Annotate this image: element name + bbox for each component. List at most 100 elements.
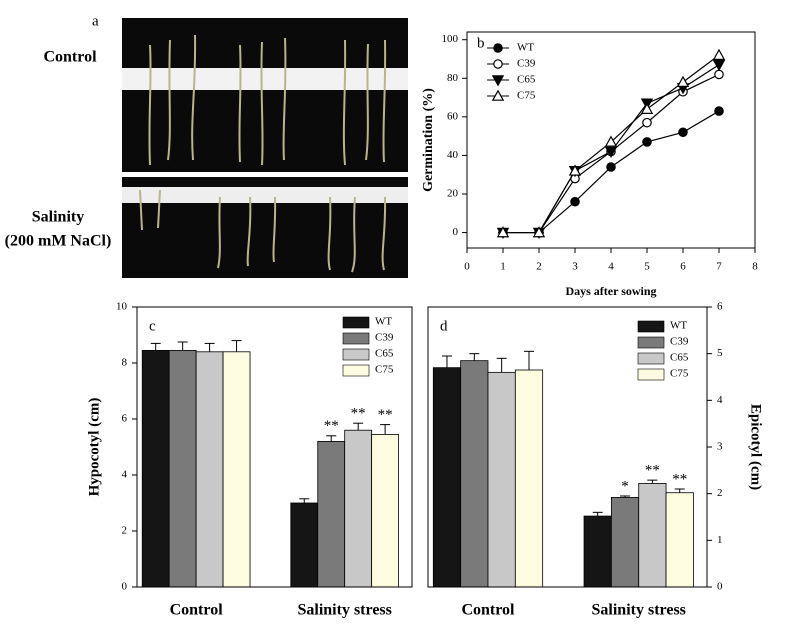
bar bbox=[344, 429, 373, 588]
y-tick-label: 80 bbox=[447, 72, 459, 84]
y-tick-label: 40 bbox=[447, 149, 459, 161]
y-tick-label: 8 bbox=[122, 357, 128, 369]
marker bbox=[642, 117, 652, 128]
marker bbox=[678, 127, 688, 138]
bar bbox=[317, 440, 346, 588]
legend-label: WT bbox=[517, 42, 534, 54]
bar bbox=[514, 369, 544, 588]
bar bbox=[290, 502, 319, 588]
plot-frame bbox=[427, 306, 708, 588]
legend-marker bbox=[491, 89, 505, 101]
marker bbox=[532, 226, 546, 238]
panel-label: d bbox=[440, 318, 448, 334]
legend-swatch bbox=[637, 352, 665, 365]
marker bbox=[606, 162, 616, 172]
marker bbox=[568, 164, 582, 176]
legend-label: C75 bbox=[670, 368, 689, 380]
significance-label: ** bbox=[351, 406, 366, 422]
photo-band bbox=[122, 68, 408, 90]
category-label: Control bbox=[461, 602, 515, 619]
x-tick-label: 7 bbox=[716, 261, 722, 273]
marker bbox=[714, 69, 724, 80]
bar bbox=[168, 349, 197, 588]
bar bbox=[583, 515, 612, 588]
y-tick-label: 5 bbox=[717, 347, 723, 359]
bar bbox=[371, 433, 399, 588]
y-tick-label: 60 bbox=[447, 110, 459, 122]
significance-label: ** bbox=[645, 463, 660, 479]
row-label: Salinity bbox=[32, 209, 84, 226]
y-axis-label: Germination (%) bbox=[421, 88, 436, 192]
legend-swatch bbox=[342, 332, 370, 345]
marker bbox=[642, 137, 652, 147]
x-tick-label: 8 bbox=[752, 261, 758, 273]
photo-control bbox=[122, 18, 408, 172]
y-tick-label: 4 bbox=[122, 469, 128, 481]
plot-frame bbox=[466, 31, 756, 249]
bar bbox=[195, 351, 224, 588]
legend-swatch bbox=[342, 348, 370, 361]
legend-label: C75 bbox=[517, 90, 536, 102]
marker bbox=[604, 135, 618, 147]
bar bbox=[141, 349, 170, 588]
bar bbox=[487, 371, 516, 588]
photo-panel: a Control Salinity (200 mM NaCl) bbox=[5, 13, 408, 278]
bar bbox=[460, 360, 489, 588]
y-tick-label: 2 bbox=[122, 525, 128, 537]
significance-label: ** bbox=[378, 407, 393, 423]
legend-label: C65 bbox=[670, 352, 689, 364]
bar bbox=[638, 482, 667, 588]
x-tick-label: 0 bbox=[464, 261, 470, 273]
y-tick-label: 0 bbox=[453, 226, 459, 238]
y-tick-label: 20 bbox=[447, 188, 459, 200]
x-tick-label: 6 bbox=[680, 261, 686, 273]
legend-swatch bbox=[342, 364, 370, 377]
x-tick-label: 4 bbox=[608, 261, 614, 273]
marker bbox=[712, 48, 726, 60]
y-axis-label: Epicotyl (cm) bbox=[748, 404, 764, 490]
x-axis-label: Days after sowing bbox=[565, 284, 656, 298]
row-label: Control bbox=[43, 49, 97, 66]
x-tick-label: 2 bbox=[536, 261, 542, 273]
marker bbox=[712, 59, 726, 72]
panel-label: c bbox=[149, 318, 156, 334]
photo-band bbox=[122, 187, 408, 203]
x-tick-label: 3 bbox=[572, 261, 578, 273]
legend-label: C39 bbox=[517, 58, 536, 70]
y-tick-label: 6 bbox=[717, 301, 723, 313]
legend-swatch bbox=[342, 316, 370, 329]
significance-label: ** bbox=[324, 418, 339, 434]
panel-label: b bbox=[477, 35, 485, 51]
plot-frame bbox=[136, 306, 413, 588]
legend-marker bbox=[491, 75, 505, 87]
legend-marker bbox=[493, 43, 503, 53]
significance-label: * bbox=[621, 478, 629, 494]
legend-label: C39 bbox=[670, 336, 689, 348]
panel-label: a bbox=[92, 13, 99, 29]
y-tick-label: 1 bbox=[717, 534, 723, 546]
legend-marker bbox=[493, 59, 503, 69]
legend-label: C75 bbox=[375, 364, 394, 376]
marker bbox=[640, 102, 654, 114]
category-label: Salinity stress bbox=[297, 602, 391, 619]
marker bbox=[676, 75, 690, 87]
legend-swatch bbox=[637, 320, 665, 333]
legend-swatch bbox=[637, 368, 665, 381]
seedlings bbox=[139, 34, 387, 273]
marker bbox=[604, 146, 618, 159]
significance-label: ** bbox=[672, 471, 687, 487]
y-tick-label: 4 bbox=[717, 394, 723, 406]
y-tick-label: 0 bbox=[122, 581, 128, 593]
legend-label: C65 bbox=[375, 348, 394, 360]
x-tick-label: 5 bbox=[644, 261, 650, 273]
bar bbox=[610, 496, 640, 588]
y-tick-label: 0 bbox=[717, 581, 723, 593]
category-label: Salinity stress bbox=[592, 602, 686, 619]
legend-label: WT bbox=[375, 316, 392, 328]
category-label: Control bbox=[170, 602, 224, 619]
legend-swatch bbox=[637, 336, 665, 349]
legend-label: C39 bbox=[375, 332, 394, 344]
y-axis-label: Hypocotyl (cm) bbox=[86, 398, 102, 497]
legend-label: C65 bbox=[517, 74, 536, 86]
